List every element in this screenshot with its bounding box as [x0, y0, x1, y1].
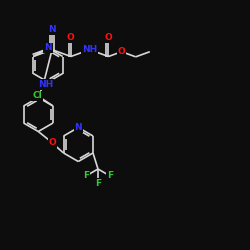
Text: O: O	[67, 33, 75, 42]
Text: N: N	[44, 44, 52, 52]
Text: F: F	[83, 172, 89, 180]
Text: O: O	[104, 33, 112, 42]
Text: O: O	[48, 138, 56, 147]
Text: O: O	[118, 47, 126, 56]
Text: F: F	[107, 172, 113, 180]
Text: N: N	[48, 25, 56, 34]
Text: F: F	[95, 178, 101, 188]
Text: NH: NH	[82, 45, 97, 54]
Text: N: N	[74, 123, 82, 132]
Text: Cl: Cl	[32, 92, 42, 100]
Text: NH: NH	[38, 80, 53, 89]
